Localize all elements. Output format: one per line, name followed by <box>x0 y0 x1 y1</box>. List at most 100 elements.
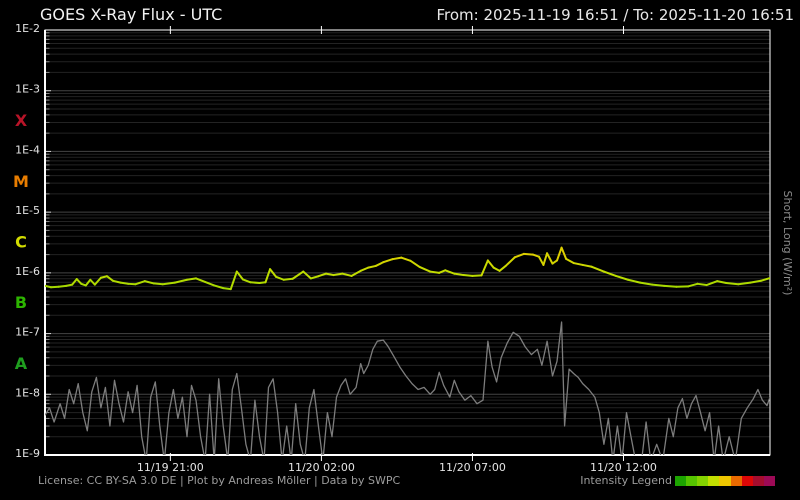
long-channel-segment <box>627 278 642 284</box>
long-channel-segment <box>195 277 207 283</box>
long-channel-segment <box>462 274 474 277</box>
right-axis-label: Short, Long (W/m²) <box>781 191 794 296</box>
short-channel-line <box>45 321 770 455</box>
y-tick-label: 1E-6 <box>15 265 40 278</box>
long-channel-segment <box>687 282 699 288</box>
long-channel-segment <box>602 270 617 277</box>
y-tick-label: 1E-8 <box>15 386 40 399</box>
long-channel-segment <box>737 281 752 286</box>
long-channel-segment <box>572 262 584 266</box>
long-channel-segment <box>350 269 362 277</box>
long-channel-segment <box>161 281 176 286</box>
legend-color-segment <box>719 476 731 486</box>
intensity-legend-bar <box>675 476 775 486</box>
long-channel-segment <box>185 277 198 281</box>
x-tick-label: 11/19 21:00 <box>137 461 204 474</box>
license-text: License: CC BY-SA 3.0 DE | Plot by Andre… <box>38 474 401 487</box>
long-channel-segment <box>556 246 563 262</box>
long-channel-segment <box>537 255 545 266</box>
legend-color-segment <box>741 476 753 486</box>
long-channel-segment <box>400 256 412 262</box>
flare-class-M: M <box>13 172 29 191</box>
flare-class-C: C <box>15 233 27 252</box>
long-channel-segment <box>705 280 719 287</box>
long-channel-segment <box>716 280 728 285</box>
page-title: GOES X-Ray Flux - UTC <box>40 5 223 24</box>
intensity-legend-label: Intensity Legend <box>580 474 672 487</box>
legend-color-segment <box>752 476 764 486</box>
long-channel-segment <box>492 266 501 272</box>
long-channel-segment <box>204 280 216 287</box>
flare-class-A: A <box>15 354 28 373</box>
long-channel-segment <box>359 266 370 272</box>
long-channel-segment <box>222 287 232 291</box>
long-channel-segment <box>418 265 432 273</box>
long-channel-segment <box>486 259 495 269</box>
long-channel-segment <box>531 253 540 258</box>
flare-class-B: B <box>15 293 27 312</box>
long-channel-segment <box>332 272 344 277</box>
long-channel-segment <box>391 256 403 261</box>
legend-color-segment <box>697 476 709 486</box>
long-channel-segment <box>249 281 261 285</box>
long-channel-segment <box>134 280 146 286</box>
long-channel-segment <box>229 270 238 291</box>
long-channel-segment <box>71 278 78 286</box>
long-channel-segment <box>367 264 377 269</box>
long-channel-segment <box>546 252 554 265</box>
long-channel-segment <box>542 252 549 266</box>
x-tick-label: 11/20 07:00 <box>439 461 506 474</box>
long-channel-segment <box>45 284 53 289</box>
flare-class-X: X <box>15 111 28 130</box>
time-range-label: From: 2025-11-19 16:51 / To: 2025-11-20 … <box>436 6 794 24</box>
long-channel-segment <box>759 277 770 282</box>
long-channel-segment <box>275 275 285 281</box>
long-channel-segment <box>89 278 96 286</box>
y-tick-label: 1E-4 <box>15 143 40 156</box>
long-channel-segment <box>119 281 130 285</box>
long-channel-segment <box>663 284 678 288</box>
long-channel-segment <box>504 256 516 267</box>
y-tick-label: 1E-9 <box>15 447 40 460</box>
long-channel-segment <box>453 272 465 277</box>
long-channel-segment <box>309 275 320 280</box>
legend-color-segment <box>675 476 687 486</box>
long-channel-segment <box>57 284 68 288</box>
long-channel-segment <box>282 277 294 281</box>
long-channel-segment <box>581 263 593 268</box>
long-channel-segment <box>213 284 225 290</box>
long-channel-segment <box>565 257 575 265</box>
long-channel-segment <box>696 282 708 287</box>
long-channel-segment <box>429 270 441 274</box>
long-channel-segment <box>749 279 762 284</box>
long-channel-segment <box>99 275 108 279</box>
long-channel-segment <box>382 258 394 264</box>
long-channel-segment <box>324 272 335 277</box>
long-channel-segment <box>639 281 654 286</box>
long-channel-segment <box>173 278 188 284</box>
y-tick-label: 1E-7 <box>15 326 40 339</box>
long-channel-segment <box>65 283 74 287</box>
long-channel-segment <box>560 246 568 260</box>
long-channel-segment <box>84 278 92 287</box>
long-channel-segment <box>143 280 155 285</box>
long-channel-segment <box>471 274 483 277</box>
legend-color-segment <box>763 476 775 486</box>
long-channel-segment <box>374 261 385 267</box>
long-channel-segment <box>264 268 272 284</box>
long-channel-line <box>45 246 770 291</box>
legend-color-segment <box>730 476 742 486</box>
long-channel-segment <box>522 252 534 256</box>
long-channel-segment <box>480 259 489 277</box>
long-channel-segment <box>725 282 740 286</box>
long-channel-segment <box>438 269 447 274</box>
long-channel-segment <box>258 281 267 285</box>
long-channel-segment <box>111 279 122 284</box>
long-channel-segment <box>235 270 244 281</box>
long-channel-segment <box>513 252 525 259</box>
y-tick-label: 1E-3 <box>15 83 40 96</box>
long-channel-segment <box>614 274 630 281</box>
long-channel-segment <box>241 278 252 284</box>
long-channel-segment <box>75 278 83 285</box>
